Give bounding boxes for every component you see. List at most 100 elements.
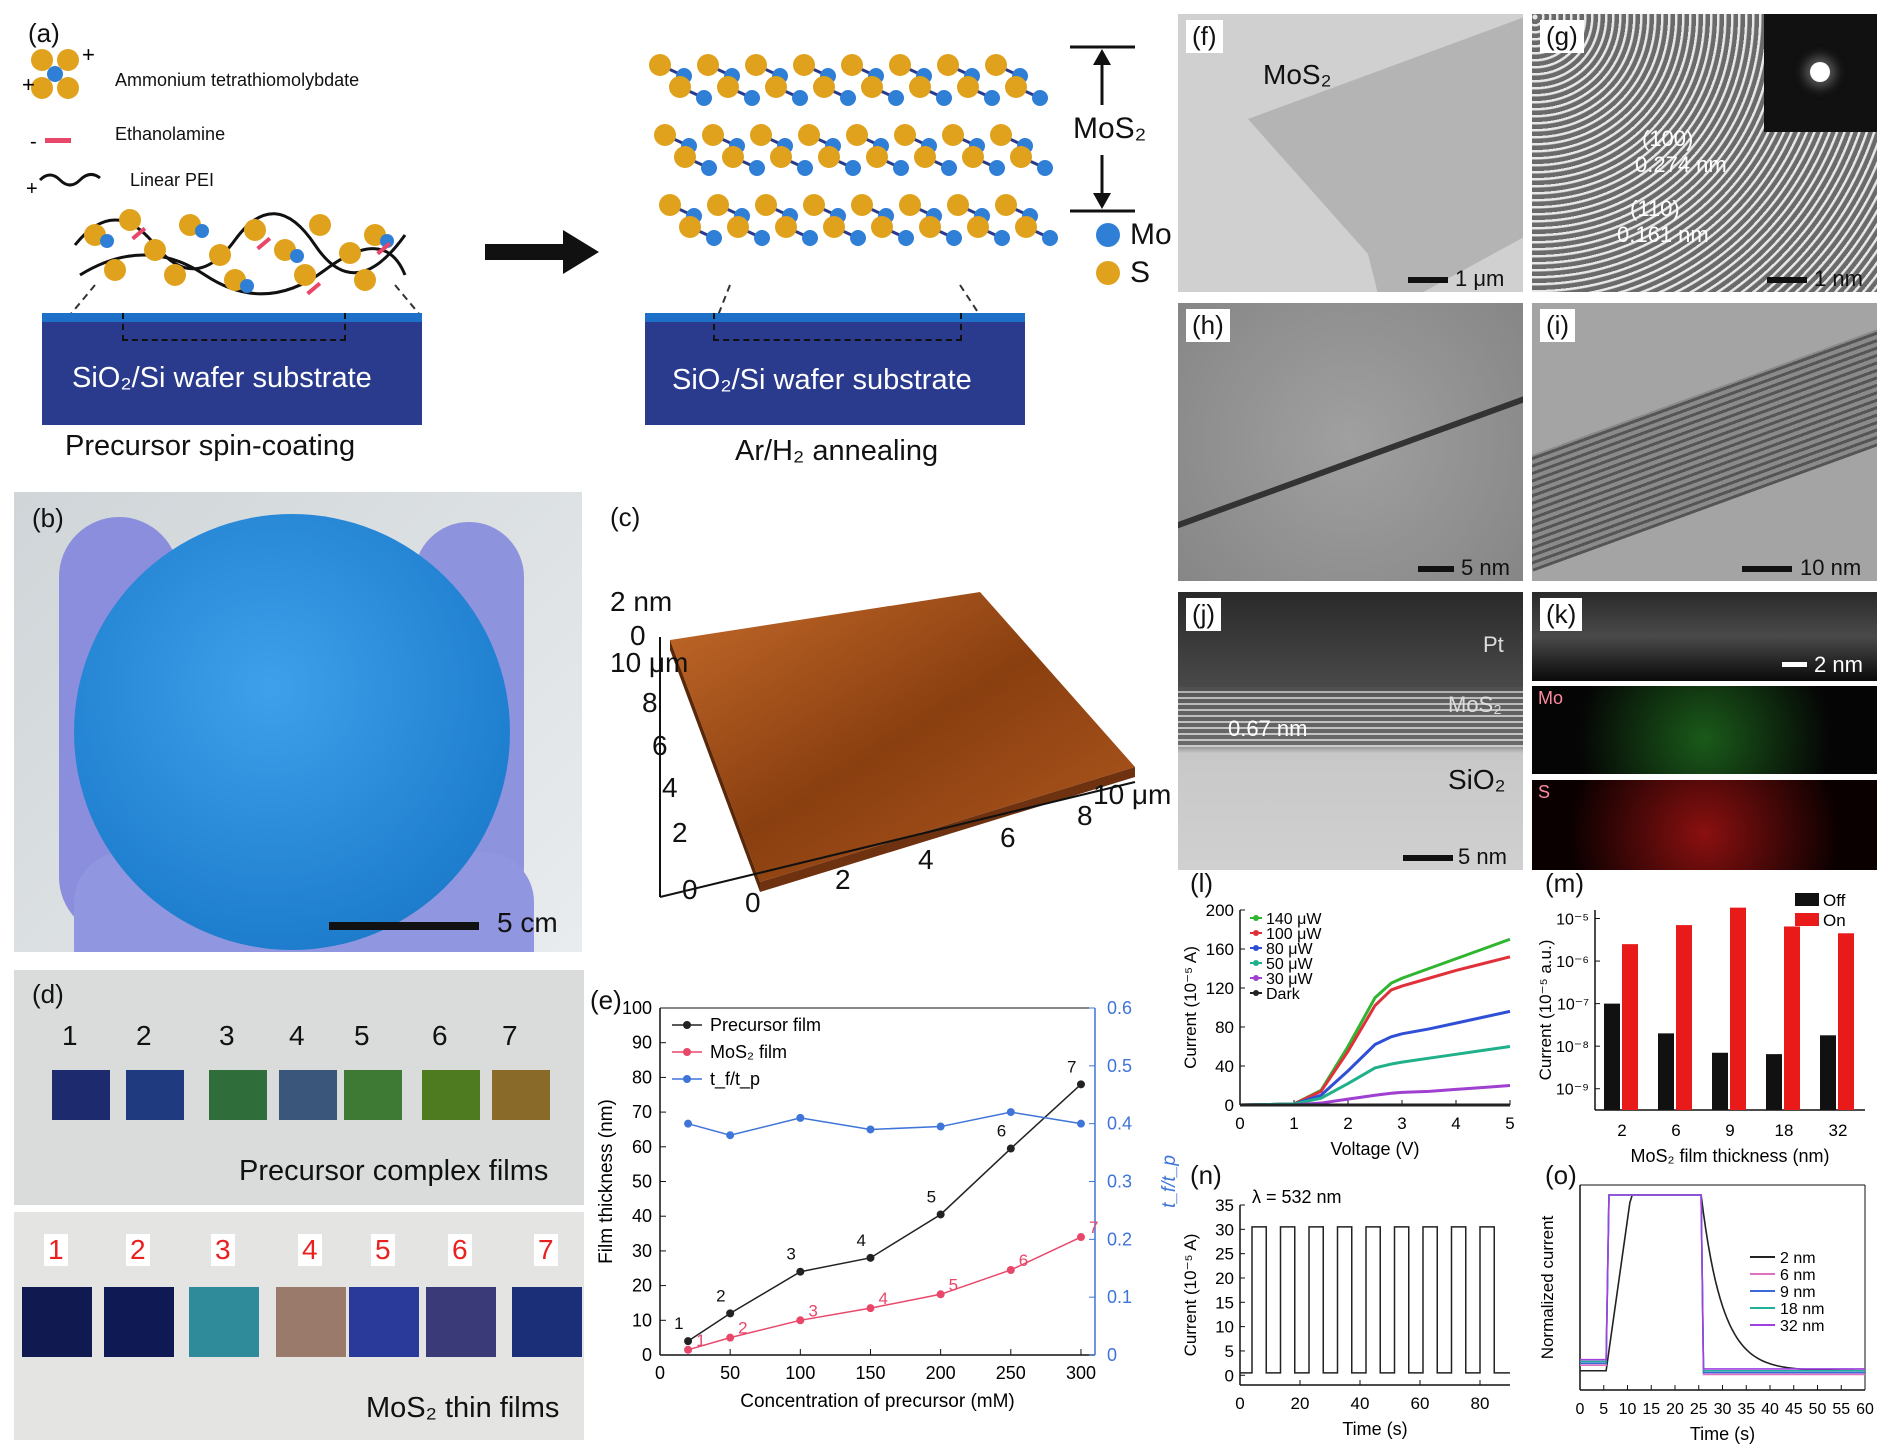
x-tick-label: 0 xyxy=(1235,1114,1244,1133)
atom-s-label: S xyxy=(1130,256,1151,289)
panel-d-bottom: 1 2 3 4 5 6 7 MoS₂ thin films xyxy=(14,1212,584,1440)
point-label: 7 xyxy=(1089,1218,1098,1237)
eds-haadf xyxy=(1532,592,1877,681)
chart-iv: 0 40 80 120 160 200 0 1 2 3 4 5 Voltage (V) Current (… xyxy=(1181,901,1515,1159)
s-atom xyxy=(654,124,676,146)
legend-ethanolamine-label: Ethanolamine xyxy=(115,124,226,144)
mo-atom xyxy=(984,90,1000,106)
mo-atom xyxy=(941,160,957,176)
y-tick-label: 100 xyxy=(622,998,652,1018)
s-atom xyxy=(919,216,941,238)
bar xyxy=(1820,1035,1836,1110)
mo-atom xyxy=(701,160,717,176)
legend-label: Off xyxy=(1823,891,1846,910)
x-tick-label: 30 xyxy=(1714,1401,1732,1418)
s-atom xyxy=(669,76,691,98)
panel-j-letter: (j) xyxy=(1186,598,1222,631)
panel-a-letter: (a) xyxy=(28,18,60,48)
s-atom xyxy=(104,259,126,281)
s-atom xyxy=(889,54,911,76)
bar xyxy=(1604,1003,1620,1110)
ethanolamine-mark xyxy=(306,281,322,296)
panel-h-letter: (h) xyxy=(1186,309,1230,342)
data-point xyxy=(1006,1144,1015,1153)
data-point xyxy=(1076,1080,1085,1089)
scale-bar-f xyxy=(1408,277,1448,283)
precursor-film-sample xyxy=(344,1070,402,1120)
svg-text:+: + xyxy=(22,72,35,97)
panel-o-letter: (o) xyxy=(1545,1160,1577,1190)
data-point xyxy=(726,1309,735,1318)
point-label: 3 xyxy=(786,1245,795,1264)
panel-e-letter: (e) xyxy=(590,985,622,1015)
afm-x-end: 10 μm xyxy=(1093,779,1172,810)
mos2-film-sample xyxy=(512,1287,582,1357)
s-atom xyxy=(697,54,719,76)
point-label: 3 xyxy=(808,1301,817,1320)
mo-atom xyxy=(845,160,861,176)
s-atom xyxy=(339,242,361,264)
mo-atom xyxy=(696,90,712,106)
x-tick-label: 0 xyxy=(655,1363,665,1383)
legend-label: 30 μW xyxy=(1266,971,1313,988)
s-atom xyxy=(755,194,777,216)
s-atom xyxy=(727,216,749,238)
x-tick-label: 50 xyxy=(720,1363,740,1383)
point-label: 2 xyxy=(716,1286,725,1305)
panel-c-letter: (c) xyxy=(610,502,641,532)
label-pt: Pt xyxy=(1483,632,1504,657)
series-line xyxy=(1239,1045,1511,1107)
point-label: 4 xyxy=(878,1289,887,1308)
d-spacing-1: 0.274 nm xyxy=(1635,152,1727,177)
y2-tick-label: 0.5 xyxy=(1107,1056,1132,1076)
point-label: 1 xyxy=(696,1331,705,1350)
caption-spin-coating: Precursor spin-coating xyxy=(65,430,356,462)
afm-y-tick: 4 xyxy=(662,772,678,803)
data-point xyxy=(684,1345,693,1354)
y-tick-label: 50 xyxy=(632,1172,652,1192)
y-tick-label: 80 xyxy=(632,1067,652,1087)
precursor-film-sample xyxy=(52,1070,110,1120)
bar xyxy=(1712,1052,1728,1110)
x-tick-label: 200 xyxy=(926,1363,956,1383)
panel-l-letter: (l) xyxy=(1190,868,1214,898)
bar xyxy=(1622,944,1638,1110)
x-tick-label: 2 xyxy=(1343,1114,1352,1133)
legend-label: 9 nm xyxy=(1780,1284,1816,1301)
s-atom xyxy=(851,194,873,216)
panel-m-letter: (m) xyxy=(1545,868,1584,898)
precursor-film-sample xyxy=(279,1070,337,1120)
s-atom xyxy=(649,54,671,76)
y-tick-label: 10⁻⁶ xyxy=(1556,954,1589,971)
ethanolamine-mark xyxy=(131,226,147,241)
mos2-sample-number: 7 xyxy=(534,1234,558,1266)
x-axis-label: MoS₂ film thickness (nm) xyxy=(1630,1146,1829,1166)
mo-atom xyxy=(744,90,760,106)
panel-g: (g) (100) 0.274 nm (110) 0.161 nm 1 nm xyxy=(1532,14,1877,292)
y-tick-label: 35 xyxy=(1215,1196,1234,1215)
s-atom xyxy=(1005,76,1027,98)
panel-f: (f) MoS₂ 1 μm xyxy=(1178,14,1523,292)
s-atom xyxy=(894,124,916,146)
s-atom xyxy=(841,54,863,76)
precursor-film-sample xyxy=(209,1070,267,1120)
s-atom xyxy=(990,124,1012,146)
y2-tick-label: 0 xyxy=(1107,1345,1117,1365)
s-atom xyxy=(967,216,989,238)
mos2-thickness-bracket xyxy=(1070,45,1135,213)
x-tick-label: 250 xyxy=(996,1363,1026,1383)
mo-atom xyxy=(290,249,304,263)
mo-atom xyxy=(850,230,866,246)
x-tick-label: 20 xyxy=(1666,1401,1684,1418)
response-trace xyxy=(1580,1194,1865,1376)
wavelength-annotation: λ = 532 nm xyxy=(1252,1187,1342,1207)
bar xyxy=(1766,1054,1782,1110)
precursor-sample-number: 3 xyxy=(219,1020,235,1051)
data-point xyxy=(866,1304,875,1313)
y2-tick-label: 0.4 xyxy=(1107,1114,1132,1134)
mo-atom xyxy=(792,90,808,106)
plane-110: (110) xyxy=(1630,196,1680,221)
y-tick-label: 120 xyxy=(1206,979,1234,998)
data-point xyxy=(1076,1233,1085,1242)
s-atom xyxy=(717,76,739,98)
